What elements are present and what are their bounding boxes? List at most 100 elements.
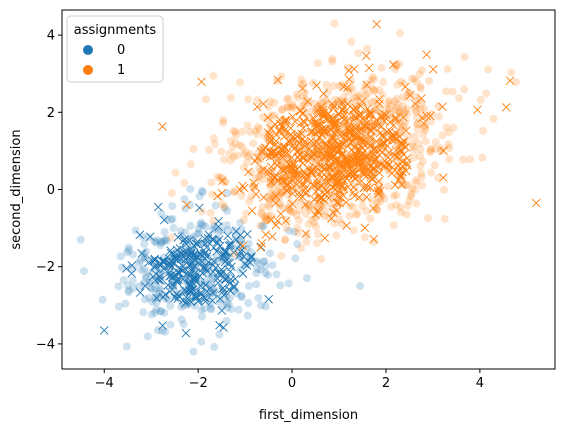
data-point-circle-group-0 bbox=[237, 293, 246, 302]
data-point-cross-group-0 bbox=[217, 306, 227, 315]
data-point-cross-group-0 bbox=[137, 249, 147, 258]
data-point-cross-group-1 bbox=[321, 185, 331, 194]
data-point-cross-group-0 bbox=[219, 290, 229, 300]
data-point-circle-group-1 bbox=[275, 190, 284, 199]
data-point-circle-group-1 bbox=[377, 191, 386, 200]
data-point-cross-group-1 bbox=[312, 81, 321, 90]
data-point-circle-group-1 bbox=[321, 164, 330, 173]
data-point-circle-group-1 bbox=[275, 183, 284, 192]
data-point-circle-group-1 bbox=[345, 211, 354, 220]
data-point-circle-group-1 bbox=[308, 79, 317, 88]
data-point-cross-group-1 bbox=[358, 167, 368, 176]
data-point-circle-group-1 bbox=[280, 172, 289, 181]
data-point-cross-group-1 bbox=[338, 130, 348, 139]
data-point-circle-group-0 bbox=[222, 221, 231, 230]
data-point-cross-group-1 bbox=[417, 113, 427, 123]
data-point-circle-group-0 bbox=[260, 256, 269, 265]
data-point-circle-group-0 bbox=[222, 292, 231, 301]
data-point-circle-group-0 bbox=[169, 285, 178, 294]
data-point-circle-group-1 bbox=[322, 95, 331, 104]
data-point-circle-group-0 bbox=[193, 229, 202, 238]
data-point-cross-group-0 bbox=[145, 232, 155, 241]
data-point-circle-group-1 bbox=[434, 173, 443, 182]
data-point-cross-group-1 bbox=[334, 144, 344, 153]
legend-box bbox=[66, 15, 164, 83]
data-point-circle-group-0 bbox=[145, 278, 154, 287]
data-point-cross-group-1 bbox=[374, 183, 384, 193]
data-point-circle-group-1 bbox=[314, 230, 323, 239]
data-point-circle-group-1 bbox=[408, 74, 417, 83]
data-point-circle-group-0 bbox=[256, 265, 265, 274]
data-point-circle-group-0 bbox=[153, 293, 162, 302]
data-point-cross-group-0 bbox=[164, 261, 174, 271]
data-point-circle-group-0 bbox=[268, 261, 277, 270]
data-point-cross-group-1 bbox=[314, 196, 324, 205]
data-point-circle-group-1 bbox=[209, 134, 218, 143]
data-point-circle-group-1 bbox=[416, 162, 425, 171]
data-point-cross-group-1 bbox=[422, 50, 431, 59]
data-point-circle-group-1 bbox=[239, 150, 248, 159]
data-point-cross-group-1 bbox=[321, 153, 330, 162]
data-point-circle-group-0 bbox=[259, 222, 268, 231]
data-point-circle-group-0 bbox=[142, 247, 151, 256]
data-point-cross-group-1 bbox=[354, 111, 364, 121]
data-point-cross-group-1 bbox=[379, 161, 389, 171]
data-point-circle-group-0 bbox=[80, 267, 89, 276]
data-point-cross-group-1 bbox=[301, 184, 310, 193]
data-point-cross-group-1 bbox=[278, 165, 287, 175]
data-point-circle-group-1 bbox=[286, 198, 295, 207]
data-point-circle-group-1 bbox=[397, 208, 406, 217]
data-point-cross-group-1 bbox=[287, 133, 297, 143]
data-point-circle-group-0 bbox=[237, 252, 246, 261]
data-point-cross-group-1 bbox=[314, 208, 323, 218]
data-point-circle-group-1 bbox=[247, 168, 256, 177]
data-point-circle-group-1 bbox=[261, 216, 270, 225]
data-point-circle-group-1 bbox=[410, 185, 419, 194]
data-point-circle-group-1 bbox=[313, 205, 322, 214]
data-point-cross-group-0 bbox=[208, 288, 218, 298]
data-point-circle-group-1 bbox=[416, 82, 425, 91]
data-point-cross-group-1 bbox=[328, 134, 338, 143]
data-point-circle-group-1 bbox=[396, 157, 405, 166]
data-point-circle-group-1 bbox=[326, 163, 335, 172]
data-point-circle-group-1 bbox=[396, 203, 405, 212]
data-point-circle-group-1 bbox=[292, 90, 301, 99]
data-point-cross-group-1 bbox=[405, 90, 415, 100]
data-point-circle-group-1 bbox=[312, 239, 321, 248]
data-point-cross-group-0 bbox=[173, 250, 182, 260]
data-point-circle-group-0 bbox=[140, 239, 149, 248]
data-point-circle-group-1 bbox=[283, 102, 292, 111]
data-point-cross-group-0 bbox=[234, 251, 244, 260]
data-point-circle-group-1 bbox=[399, 93, 408, 102]
data-point-circle-group-0 bbox=[140, 253, 149, 262]
data-point-circle-group-1 bbox=[507, 68, 516, 77]
data-point-cross-group-0 bbox=[206, 283, 215, 293]
data-point-cross-group-0 bbox=[195, 203, 204, 213]
data-point-circle-group-1 bbox=[382, 111, 391, 120]
data-point-circle-group-0 bbox=[217, 300, 226, 309]
data-point-circle-group-1 bbox=[442, 123, 451, 132]
data-point-circle-group-0 bbox=[143, 332, 152, 341]
data-point-circle-group-0 bbox=[211, 257, 220, 266]
y-tick-label: −2 bbox=[36, 260, 55, 275]
data-point-circle-group-1 bbox=[295, 216, 304, 225]
data-point-cross-group-1 bbox=[301, 229, 311, 239]
data-point-circle-group-1 bbox=[410, 145, 419, 154]
data-point-cross-group-1 bbox=[378, 140, 387, 149]
data-point-circle-group-0 bbox=[210, 286, 219, 295]
data-point-circle-group-1 bbox=[297, 75, 306, 84]
data-point-cross-group-0 bbox=[181, 298, 190, 308]
data-point-circle-group-1 bbox=[275, 201, 284, 210]
data-point-cross-group-1 bbox=[373, 186, 383, 195]
data-point-cross-group-1 bbox=[399, 150, 409, 159]
data-point-cross-group-1 bbox=[331, 181, 340, 191]
data-point-cross-group-1 bbox=[301, 200, 310, 209]
data-point-circle-group-1 bbox=[299, 79, 308, 88]
data-point-circle-group-0 bbox=[201, 222, 210, 231]
data-point-circle-group-0 bbox=[215, 330, 224, 339]
data-point-circle-group-0 bbox=[259, 258, 268, 267]
data-point-circle-group-1 bbox=[347, 154, 356, 163]
data-point-cross-group-1 bbox=[369, 234, 379, 244]
data-point-cross-group-1 bbox=[378, 138, 388, 147]
